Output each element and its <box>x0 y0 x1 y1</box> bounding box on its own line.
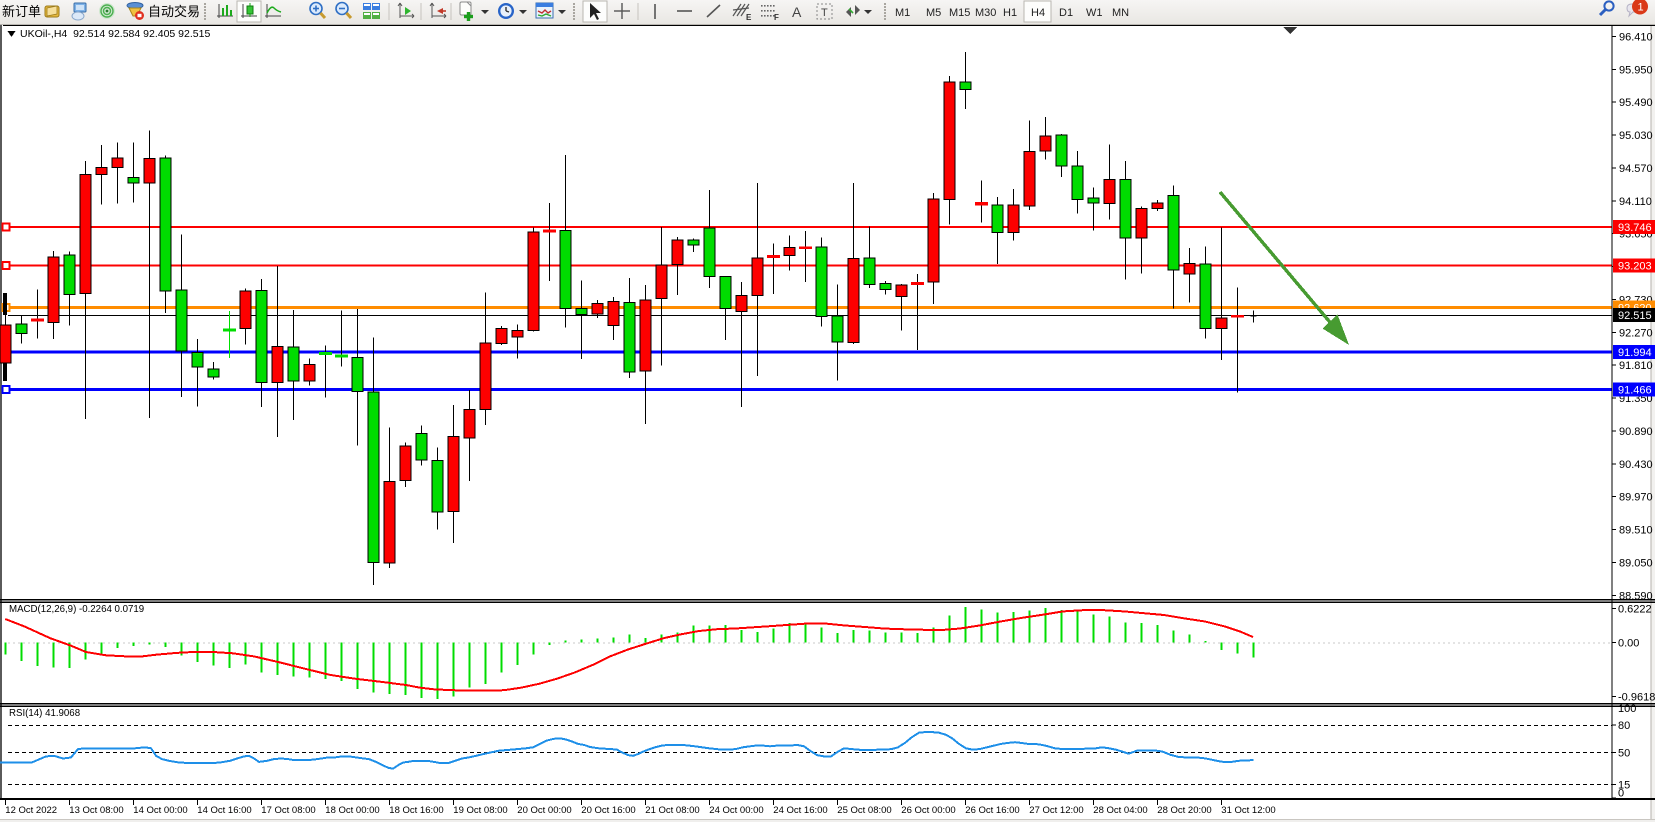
svg-text:90.890: 90.890 <box>1619 426 1653 438</box>
svg-text:18 Oct 16:00: 18 Oct 16:00 <box>389 805 443 816</box>
svg-text:21 Oct 08:00: 21 Oct 08:00 <box>645 805 699 816</box>
svg-text:24 Oct 00:00: 24 Oct 00:00 <box>709 805 763 816</box>
svg-text:RSI(14) 41.9068: RSI(14) 41.9068 <box>9 708 80 719</box>
svg-text:M5: M5 <box>926 7 941 19</box>
svg-text:96.410: 96.410 <box>1619 31 1653 43</box>
svg-text:1: 1 <box>1638 2 1644 14</box>
svg-text:88.590: 88.590 <box>1619 590 1653 602</box>
svg-text:MACD(12,26,9) -0.2264 0.0719: MACD(12,26,9) -0.2264 0.0719 <box>9 604 144 615</box>
svg-text:26 Oct 16:00: 26 Oct 16:00 <box>965 805 1019 816</box>
svg-text:91.994: 91.994 <box>1618 347 1652 359</box>
svg-text:94.110: 94.110 <box>1619 196 1652 208</box>
svg-text:UKOil-,H4 92.514 92.584 92.40: UKOil-,H4 92.514 92.584 92.405 92.515 <box>20 28 210 40</box>
svg-text:91.466: 91.466 <box>1618 385 1652 397</box>
svg-text:14 Oct 00:00: 14 Oct 00:00 <box>133 805 187 816</box>
svg-text:F: F <box>774 13 779 22</box>
svg-text:24 Oct 16:00: 24 Oct 16:00 <box>773 805 827 816</box>
svg-text:0: 0 <box>1618 788 1624 800</box>
svg-text:28 Oct 20:00: 28 Oct 20:00 <box>1157 805 1211 816</box>
svg-text:A: A <box>792 4 802 20</box>
svg-text:-0.9618: -0.9618 <box>1618 692 1655 704</box>
svg-text:91.810: 91.810 <box>1619 360 1653 372</box>
svg-text:T: T <box>821 7 828 19</box>
svg-text:M30: M30 <box>975 7 996 19</box>
svg-text:自动交易: 自动交易 <box>148 4 200 19</box>
svg-text:15: 15 <box>1618 780 1630 792</box>
svg-text:100: 100 <box>1618 703 1636 715</box>
svg-text:14 Oct 16:00: 14 Oct 16:00 <box>197 805 251 816</box>
svg-text:89.970: 89.970 <box>1619 492 1653 504</box>
svg-text:31 Oct 12:00: 31 Oct 12:00 <box>1221 805 1275 816</box>
svg-text:W1: W1 <box>1086 7 1103 19</box>
svg-text:H4: H4 <box>1031 7 1045 19</box>
svg-text:0.00: 0.00 <box>1618 638 1639 650</box>
svg-text:28 Oct 04:00: 28 Oct 04:00 <box>1093 805 1147 816</box>
svg-text:93.746: 93.746 <box>1618 222 1652 234</box>
svg-text:92.515: 92.515 <box>1618 310 1652 322</box>
svg-text:20 Oct 00:00: 20 Oct 00:00 <box>517 805 571 816</box>
svg-text:18 Oct 00:00: 18 Oct 00:00 <box>325 805 379 816</box>
svg-text:E: E <box>746 13 752 22</box>
svg-text:95.490: 95.490 <box>1619 97 1653 109</box>
svg-text:H1: H1 <box>1003 7 1017 19</box>
svg-text:92.270: 92.270 <box>1619 327 1653 339</box>
svg-text:27 Oct 12:00: 27 Oct 12:00 <box>1029 805 1083 816</box>
svg-text:89.050: 89.050 <box>1619 557 1653 569</box>
svg-text:12 Oct 2022: 12 Oct 2022 <box>5 805 57 816</box>
svg-text:95.950: 95.950 <box>1619 64 1653 76</box>
svg-text:M15: M15 <box>949 7 970 19</box>
svg-text:19 Oct 08:00: 19 Oct 08:00 <box>453 805 507 816</box>
svg-text:0.6222: 0.6222 <box>1618 603 1652 615</box>
svg-text:80: 80 <box>1618 720 1630 732</box>
svg-text:13 Oct 08:00: 13 Oct 08:00 <box>69 805 123 816</box>
svg-text:94.570: 94.570 <box>1619 163 1653 175</box>
svg-text:20 Oct 16:00: 20 Oct 16:00 <box>581 805 635 816</box>
svg-text:MN: MN <box>1112 7 1129 19</box>
svg-text:93.203: 93.203 <box>1618 261 1652 273</box>
svg-text:50: 50 <box>1618 747 1630 759</box>
svg-text:26 Oct 00:00: 26 Oct 00:00 <box>901 805 955 816</box>
svg-text:D1: D1 <box>1059 7 1073 19</box>
svg-text:M1: M1 <box>895 7 910 19</box>
svg-text:25 Oct 08:00: 25 Oct 08:00 <box>837 805 891 816</box>
svg-text:89.510: 89.510 <box>1619 525 1653 537</box>
svg-text:95.030: 95.030 <box>1619 130 1653 142</box>
svg-text:新订单: 新订单 <box>2 4 41 19</box>
svg-text:90.430: 90.430 <box>1619 459 1653 471</box>
svg-text:17 Oct 08:00: 17 Oct 08:00 <box>261 805 315 816</box>
